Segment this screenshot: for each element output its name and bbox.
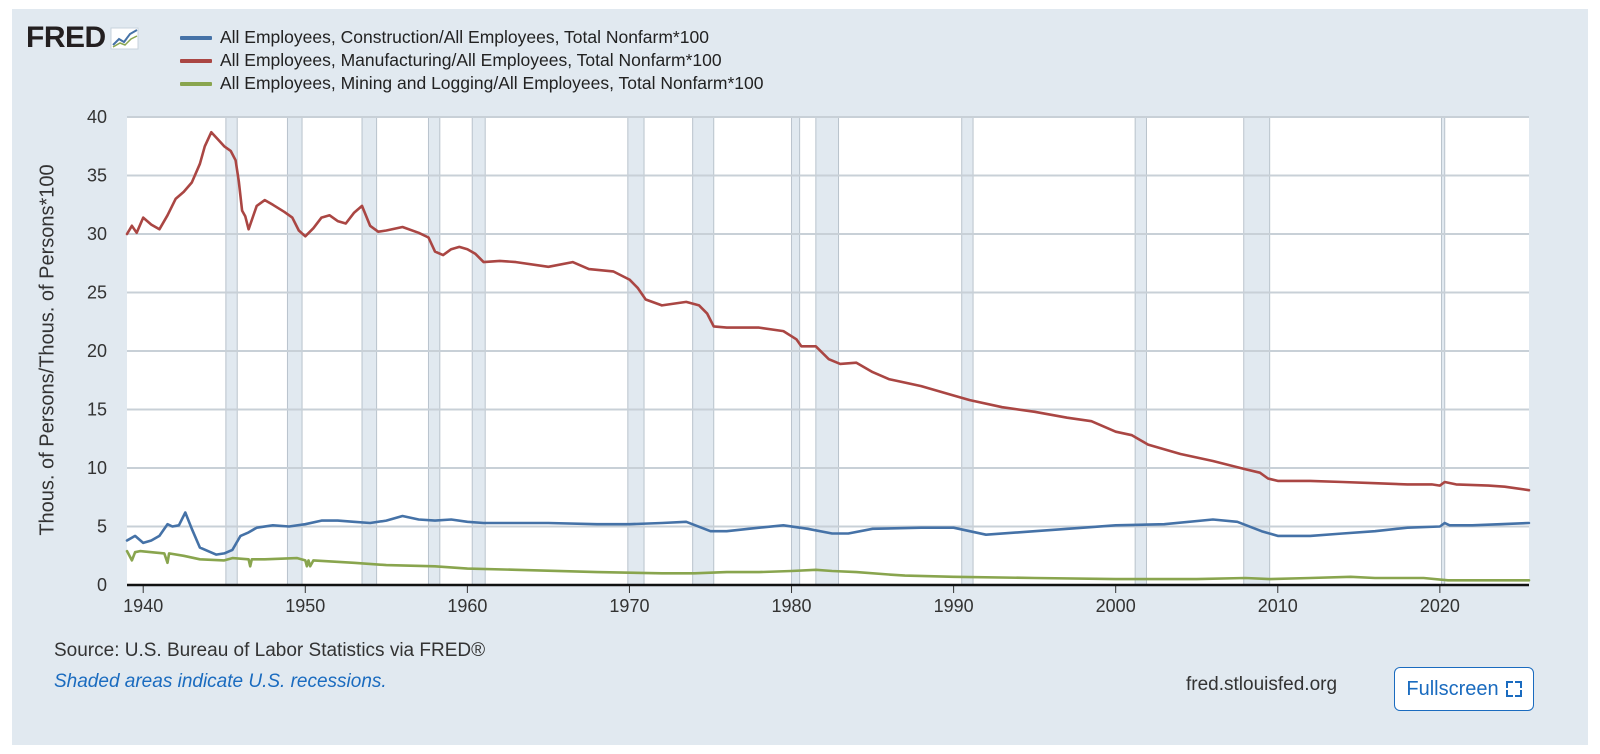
logo-text: FRED bbox=[26, 21, 106, 54]
fred-chart-icon bbox=[110, 27, 139, 50]
x-tick-label: 1960 bbox=[447, 596, 487, 616]
x-tick-label: 2000 bbox=[1096, 596, 1136, 616]
legend-swatch bbox=[180, 58, 212, 63]
series-line-mining bbox=[125, 549, 1531, 582]
legend-swatch bbox=[180, 81, 212, 86]
x-tick-label: 2020 bbox=[1420, 596, 1460, 616]
fullscreen-label: Fullscreen bbox=[1406, 677, 1499, 700]
y-tick-label: 20 bbox=[87, 341, 107, 361]
y-tick-label: 5 bbox=[97, 517, 107, 537]
legend-swatch bbox=[180, 35, 212, 40]
recession-note[interactable]: Shaded areas indicate U.S. recessions. bbox=[54, 671, 387, 692]
x-tick-label: 1940 bbox=[123, 596, 163, 616]
site-url[interactable]: fred.stlouisfed.org bbox=[1186, 674, 1338, 695]
legend-item-mining[interactable]: All Employees, Mining and Logging/All Em… bbox=[180, 72, 763, 95]
y-tick-label: 25 bbox=[87, 283, 107, 303]
legend-label: All Employees, Mining and Logging/All Em… bbox=[220, 73, 764, 93]
y-tick-label: 30 bbox=[87, 224, 107, 244]
series-line-construction bbox=[125, 511, 1531, 556]
x-tick-label: 1950 bbox=[285, 596, 325, 616]
x-tick-label: 1990 bbox=[934, 596, 974, 616]
y-tick-label: 0 bbox=[97, 575, 107, 595]
y-tick-label: 15 bbox=[87, 400, 107, 420]
x-tick-label: 1970 bbox=[609, 596, 649, 616]
chart-legend: All Employees, Construction/All Employee… bbox=[180, 26, 763, 95]
y-tick-label: 10 bbox=[87, 458, 107, 478]
fred-logo[interactable]: FRED bbox=[26, 20, 140, 56]
fullscreen-button[interactable]: Fullscreen bbox=[1394, 667, 1534, 711]
legend-label: All Employees, Manufacturing/All Employe… bbox=[220, 50, 722, 70]
legend-item-manufacturing[interactable]: All Employees, Manufacturing/All Employe… bbox=[180, 49, 763, 72]
x-tick-label: 1980 bbox=[772, 596, 812, 616]
source-note: Source: U.S. Bureau of Labor Statistics … bbox=[54, 640, 486, 661]
legend-label: All Employees, Construction/All Employee… bbox=[220, 27, 709, 47]
legend-item-construction[interactable]: All Employees, Construction/All Employee… bbox=[180, 26, 763, 49]
fullscreen-icon bbox=[1505, 681, 1522, 697]
x-tick-label: 2010 bbox=[1258, 596, 1298, 616]
y-tick-label: 35 bbox=[87, 166, 107, 186]
y-tick-label: 40 bbox=[87, 107, 107, 127]
series-line-manufacturing bbox=[125, 130, 1531, 492]
